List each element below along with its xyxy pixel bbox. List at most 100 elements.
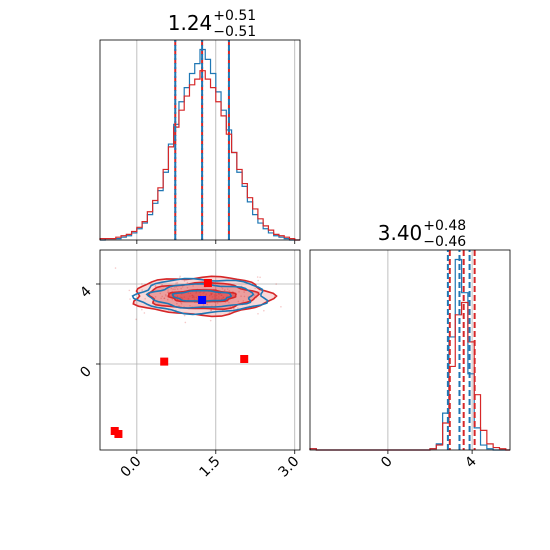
contour-blue <box>131 277 269 316</box>
sample-point <box>161 283 163 286</box>
x-tick-label: 0.0 <box>118 454 145 481</box>
sample-point <box>223 289 226 292</box>
sample-point <box>202 304 205 306</box>
sample-point <box>242 300 245 302</box>
axes-frame <box>309 249 511 451</box>
sample-point <box>216 302 219 304</box>
axes-frame <box>99 249 301 451</box>
sample-point <box>114 267 117 269</box>
sample-point <box>210 309 212 312</box>
sample-point <box>237 300 240 303</box>
title-upper-error: +0.51 <box>213 8 256 24</box>
marker-red <box>114 430 123 438</box>
quantile-lines <box>174 40 230 240</box>
sample-point <box>166 298 169 301</box>
sample-point <box>174 288 176 291</box>
sample-point <box>221 288 224 290</box>
sample-point <box>176 281 179 284</box>
sample-point <box>280 305 282 308</box>
sample-point <box>154 284 157 287</box>
sample-point <box>232 308 235 310</box>
sample-point <box>178 305 180 307</box>
sample-point <box>171 298 174 301</box>
title-upper-error: +0.48 <box>423 218 466 234</box>
histogram-red <box>99 70 300 241</box>
sample-point <box>186 286 189 289</box>
sample-point <box>129 298 131 300</box>
sample-point <box>180 287 182 290</box>
sample-point <box>259 276 261 279</box>
sample-point <box>161 295 164 298</box>
sample-point <box>243 295 246 298</box>
title-lower-error: −0.51 <box>213 24 256 40</box>
histogram-steps <box>99 48 300 241</box>
sample-point <box>240 295 242 297</box>
sample-point <box>166 291 169 293</box>
sample-point <box>210 309 213 312</box>
sample-point <box>128 289 131 292</box>
sample-point <box>237 307 239 309</box>
sample-point <box>238 290 240 293</box>
sample-point <box>224 289 226 291</box>
sample-point <box>179 277 181 279</box>
panel-title-y: 3.40 <box>378 221 423 245</box>
sample-point <box>144 297 146 300</box>
sample-point <box>228 289 231 292</box>
sample-point <box>254 287 256 289</box>
sample-point <box>257 279 259 282</box>
histogram-panel-x: 1.24 +0.51 −0.51 <box>99 8 301 244</box>
sample-point <box>175 282 177 284</box>
sample-point <box>326 298 328 300</box>
sample-point <box>183 314 186 317</box>
marker-blue <box>198 296 207 304</box>
sample-point <box>175 286 178 288</box>
sample-point <box>154 285 157 288</box>
sample-point <box>167 291 170 293</box>
sample-point <box>186 281 189 284</box>
marker-red <box>240 355 249 363</box>
sample-point <box>172 288 174 290</box>
sample-point <box>159 292 162 295</box>
markers <box>110 279 249 438</box>
sample-point <box>181 285 184 288</box>
sample-point <box>192 285 194 287</box>
sample-point <box>180 302 183 305</box>
sample-point <box>163 297 166 300</box>
sample-point <box>154 296 157 298</box>
sample-point <box>206 303 209 305</box>
sample-point <box>183 280 186 282</box>
y-tick-label: 4 <box>77 283 95 301</box>
sample-point <box>164 293 167 296</box>
x-tick-labels: 0.0 1.5 3.0 <box>118 454 303 481</box>
sample-point <box>141 283 143 285</box>
sample-point <box>253 294 256 297</box>
sample-point <box>160 297 162 300</box>
sample-point <box>170 287 173 290</box>
grid-lines <box>387 250 473 454</box>
sample-point <box>141 289 143 291</box>
x-tick-label: 1.5 <box>197 454 224 481</box>
y-tick-label: 0 <box>77 364 95 382</box>
title-value: 3.40 <box>378 221 423 245</box>
y-tick-labels: 04 <box>77 283 95 381</box>
sample-point <box>263 309 265 312</box>
contour-blue <box>145 282 255 309</box>
sample-point <box>141 308 143 311</box>
sample-point <box>163 297 166 300</box>
sample-point <box>243 291 245 293</box>
sample-point <box>228 301 230 304</box>
sample-point <box>167 289 169 291</box>
quantile-lines <box>446 250 476 450</box>
contour-blue <box>171 289 233 302</box>
x-tick-label: 3.0 <box>276 454 303 481</box>
sample-point <box>176 288 179 290</box>
sample-point <box>209 319 212 322</box>
sample-point <box>256 276 259 278</box>
sample-point <box>189 304 191 307</box>
sample-point <box>165 295 167 297</box>
title-value: 1.24 <box>168 11 213 35</box>
title-lower-error: −0.46 <box>423 234 466 250</box>
